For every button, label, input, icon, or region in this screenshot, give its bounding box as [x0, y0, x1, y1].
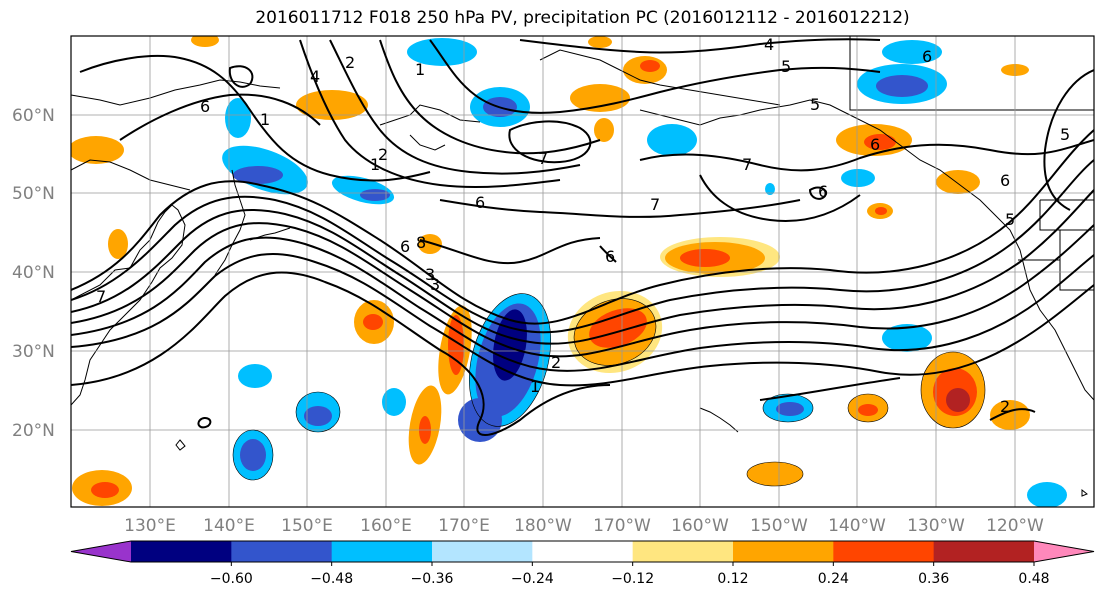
pv-contours [71, 38, 1094, 436]
contour-label: 4 [310, 67, 320, 86]
map-frame [70, 35, 1095, 508]
contour-label: 1 [260, 110, 270, 129]
contour-label: 7 [742, 155, 752, 174]
contour-label: 6 [922, 47, 932, 66]
colorbar-tick-label: −0.60 [210, 571, 253, 587]
lon-label: 140°W [828, 516, 886, 536]
contour-label: 6 [605, 247, 615, 266]
colorbar-segment [432, 541, 533, 562]
colorbar-segment [733, 541, 834, 562]
contour-label: 1 [370, 155, 380, 174]
lon-label: 180°W [514, 516, 572, 536]
colorbar-segment [532, 541, 634, 562]
colorbar-tick-label: 0.12 [717, 571, 748, 587]
contour-label: 7 [538, 149, 548, 168]
colorbar-tick-label: 0.36 [918, 571, 949, 587]
lon-label: 150°W [750, 516, 808, 536]
colorbar-tick-label: −0.24 [511, 571, 554, 587]
contour-label: 6 [1000, 171, 1010, 190]
lon-label: 120°W [986, 516, 1044, 536]
contour-label: 8 [416, 233, 426, 252]
contour-label: 2 [1000, 397, 1010, 416]
contour-label: 4 [764, 35, 774, 54]
lat-label-40n: 40°N [12, 263, 55, 283]
colorbar: −0.60 −0.48 −0.36 −0.24 −0.12 0.12 0.24 0.36 0.4… [70, 540, 1095, 587]
contour-label: 5 [781, 57, 791, 76]
colorbar-segment [632, 541, 734, 562]
contour-label: 5 [1060, 125, 1070, 144]
contour-label: 6 [400, 237, 410, 256]
lat-label-30n: 30°N [12, 342, 55, 362]
contour-label: 2 [378, 145, 388, 164]
lon-label: 130°E [124, 516, 176, 536]
contour-label: 7 [650, 195, 660, 214]
contour-label: 1 [415, 60, 425, 79]
colorbar-segment [131, 541, 232, 562]
precip-shading [71, 36, 1067, 507]
colorbar-extend-high [1034, 541, 1094, 562]
contour-label: 2 [345, 53, 355, 72]
colorbar-tick-label: −0.48 [310, 571, 353, 587]
lat-label-60n: 60°N [12, 106, 55, 126]
colorbar-tick-label: −0.36 [411, 571, 454, 587]
shading-outlines [232, 293, 986, 487]
longitude-labels: 130°E 140°E 150°E 160°E 170°E 180°W 170°… [124, 516, 1044, 536]
negative-anomaly [222, 38, 1067, 507]
colorbar-tick-label: −0.12 [611, 571, 654, 587]
contour-label: 3 [430, 275, 440, 294]
lat-label-20n: 20°N [12, 421, 55, 441]
lon-label: 140°E [203, 516, 255, 536]
lon-label: 160°W [671, 516, 729, 536]
contour-label: 6 [200, 97, 210, 116]
latitude-labels: 60°N 50°N 40°N 30°N 20°N [12, 106, 55, 441]
contour-label: 5 [810, 95, 820, 114]
colorbar-tick-label: 0.48 [1018, 571, 1049, 587]
contour-label: 5 [1005, 210, 1015, 229]
figure-title: 2016011712 F018 250 hPa PV, precipitatio… [255, 8, 910, 28]
contour-label: 1 [530, 377, 540, 396]
colorbar-segment [933, 541, 1035, 562]
lon-label: 130°W [907, 516, 965, 536]
contour-label: 2 [551, 353, 561, 372]
lon-label: 170°E [438, 516, 490, 536]
colorbar-extend-low [71, 541, 131, 562]
colorbar-segment [331, 541, 433, 562]
contour-label: 7 [96, 287, 106, 306]
contour-label: 6 [475, 193, 485, 212]
colorbar-segment [833, 541, 935, 562]
colorbar-segment [231, 541, 333, 562]
lat-label-50n: 50°N [12, 184, 55, 204]
colorbar-tick-label: 0.24 [818, 571, 849, 587]
lon-label: 160°E [360, 516, 412, 536]
contour-label: 6 [818, 182, 828, 201]
contour-label: 3 [425, 265, 435, 284]
contour-labels: 4 5 6 2 1 6 7 6 7 6 7 5 6 8 2 1 6 5 2 1 … [96, 35, 1070, 416]
lon-label: 150°E [281, 516, 333, 536]
colorbar-outline [70, 540, 1095, 563]
lon-label: 170°W [593, 516, 651, 536]
graticule [71, 36, 1094, 507]
contour-label: 6 [870, 135, 880, 154]
